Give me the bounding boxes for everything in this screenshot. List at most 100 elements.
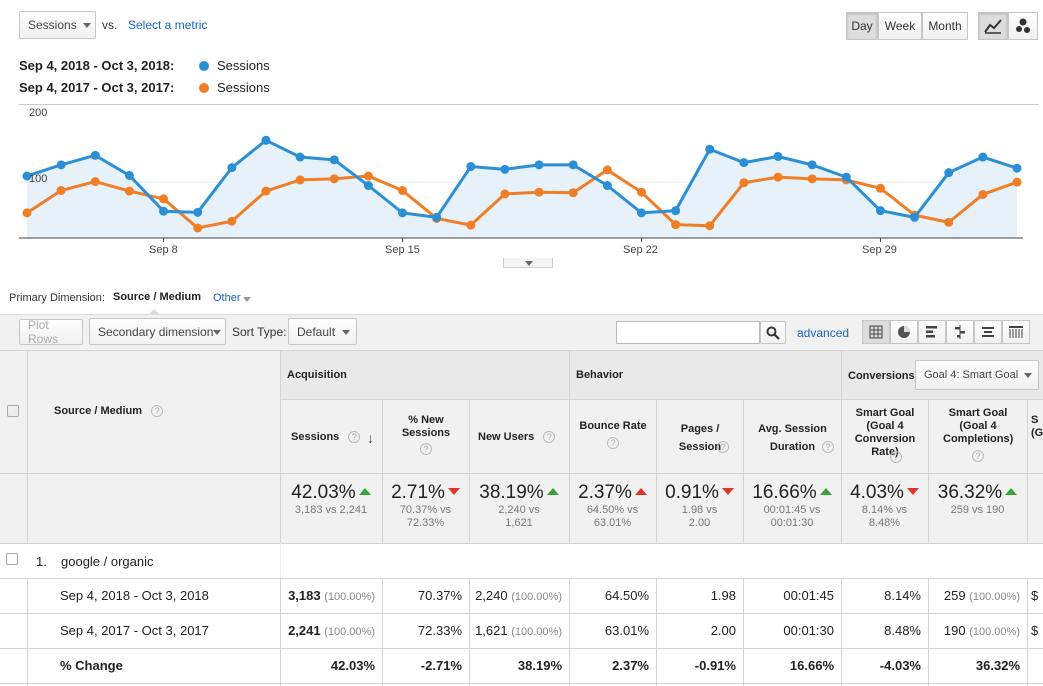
series-previous-point[interactable] xyxy=(398,186,408,196)
granularity-month-button[interactable]: Month xyxy=(922,12,968,40)
series-previous-point[interactable] xyxy=(636,187,646,197)
series-previous-point[interactable] xyxy=(534,187,544,197)
series-current-point[interactable] xyxy=(636,208,646,218)
term-cloud-view-button[interactable] xyxy=(974,320,1002,344)
plot-rows-button[interactable]: Plot Rows xyxy=(19,318,83,346)
series-current-point[interactable] xyxy=(261,135,271,145)
col-partial[interactable]: S (G xyxy=(1031,414,1043,440)
granularity-week-button[interactable]: Week xyxy=(878,12,922,40)
series-current-point[interactable] xyxy=(671,206,681,216)
series-current-point[interactable] xyxy=(705,144,715,154)
series-current-point[interactable] xyxy=(807,160,817,170)
series-previous-point[interactable] xyxy=(500,189,510,199)
series-current-point[interactable] xyxy=(22,171,32,181)
series-current-point[interactable] xyxy=(1012,163,1022,173)
col-conversion-rate[interactable]: Smart Goal (Goal 4 Conversion Rate) xyxy=(842,407,928,459)
col-new-sessions[interactable]: % New Sessions ? xyxy=(383,414,469,456)
series-previous-point[interactable] xyxy=(568,188,578,198)
series-current-point[interactable] xyxy=(295,152,305,162)
series-previous-point[interactable] xyxy=(261,186,271,196)
sort-desc-icon: ↓ xyxy=(367,431,374,443)
help-icon: ? xyxy=(348,431,361,443)
primary-dimension-other[interactable]: Other xyxy=(213,292,241,304)
col-completions[interactable]: Smart Goal (Goal 4 Completions) ? xyxy=(929,407,1027,463)
cell-completions: 190 (100.00%) xyxy=(943,623,1020,638)
series-previous-point[interactable] xyxy=(90,177,100,187)
pivot-view-button[interactable] xyxy=(1002,320,1030,344)
series-current-point[interactable] xyxy=(978,152,988,162)
series-previous-point[interactable] xyxy=(124,186,134,196)
series-current-point[interactable] xyxy=(534,160,544,170)
series-previous-point[interactable] xyxy=(978,189,988,199)
series-previous-point[interactable] xyxy=(705,221,715,231)
series-current-point[interactable] xyxy=(432,212,442,222)
series-current-point[interactable] xyxy=(875,206,885,216)
advanced-link[interactable]: advanced xyxy=(797,326,850,340)
series-previous-point[interactable] xyxy=(22,208,32,218)
series-previous-point[interactable] xyxy=(671,220,681,230)
series-previous-point[interactable] xyxy=(875,183,885,193)
series-current-point[interactable] xyxy=(363,181,373,191)
series-current-point[interactable] xyxy=(329,155,339,165)
series-previous-point[interactable] xyxy=(602,165,612,175)
series-previous-point[interactable] xyxy=(466,220,476,230)
sort-type-select[interactable]: Default xyxy=(288,318,357,345)
metric-select[interactable]: Sessions xyxy=(19,11,96,39)
series-previous-point[interactable] xyxy=(363,171,373,181)
motion-chart-button[interactable] xyxy=(1008,12,1038,40)
series-current-point[interactable] xyxy=(193,207,203,217)
grid-line xyxy=(469,578,470,686)
table-view-button[interactable] xyxy=(862,320,890,344)
series-previous-point[interactable] xyxy=(1012,177,1022,187)
series-previous-point[interactable] xyxy=(159,194,169,204)
summary-compare: 70.37% vs 72.33% xyxy=(399,504,452,529)
series-current-point[interactable] xyxy=(227,163,237,173)
series-previous-point[interactable] xyxy=(739,178,749,188)
series-current-point[interactable] xyxy=(500,164,510,174)
series-current-point[interactable] xyxy=(466,162,476,172)
series-previous-point[interactable] xyxy=(227,216,237,226)
select-all-checkbox[interactable] xyxy=(7,405,19,417)
col-new-users[interactable]: New Users ? xyxy=(478,431,556,443)
line-chart-icon xyxy=(984,19,1002,34)
col-bounce-rate[interactable]: Bounce Rate ? xyxy=(570,420,656,450)
series-current-point[interactable] xyxy=(602,181,612,191)
col-pages-session[interactable]: Pages / Session ? xyxy=(657,420,743,456)
series-current-point[interactable] xyxy=(124,170,134,180)
series-current-point[interactable] xyxy=(910,212,920,222)
series-previous-point[interactable] xyxy=(56,186,66,196)
series-previous-point[interactable] xyxy=(944,217,954,227)
search-button[interactable] xyxy=(760,321,786,344)
series-current-point[interactable] xyxy=(944,168,954,178)
line-chart-button[interactable] xyxy=(978,12,1008,40)
series-current-point[interactable] xyxy=(56,160,66,170)
dimension-header[interactable]: Source / Medium ? xyxy=(54,405,164,417)
series-current-point[interactable] xyxy=(159,206,169,216)
grid-line xyxy=(1027,578,1028,686)
series-current-point[interactable] xyxy=(398,208,408,218)
secondary-dimension-select[interactable]: Secondary dimension xyxy=(89,318,226,345)
col-avg-duration[interactable]: Avg. Session Duration ? xyxy=(744,420,841,456)
goal-select[interactable]: Goal 4: Smart Goal xyxy=(915,360,1039,390)
col-sessions[interactable]: Sessions ? ↓ xyxy=(291,431,381,443)
series-current-point[interactable] xyxy=(841,172,851,182)
row-checkbox[interactable] xyxy=(6,553,18,565)
series-previous-point[interactable] xyxy=(807,174,817,184)
series-previous-point[interactable] xyxy=(295,175,305,185)
chart-collapse-handle[interactable] xyxy=(503,258,553,268)
series-current-point[interactable] xyxy=(568,160,578,170)
row-name[interactable]: google / organic xyxy=(61,554,154,569)
series-previous-point[interactable] xyxy=(773,172,783,182)
pie-view-button[interactable] xyxy=(890,320,918,344)
series-current-point[interactable] xyxy=(773,151,783,161)
table-search-input[interactable] xyxy=(616,321,760,344)
comparison-view-button[interactable] xyxy=(946,320,974,344)
series-previous-point[interactable] xyxy=(329,174,339,184)
summary-pct-value: 16.66% xyxy=(752,482,817,503)
series-current-point[interactable] xyxy=(90,150,100,160)
series-previous-point[interactable] xyxy=(193,223,203,233)
select-metric-link[interactable]: Select a metric xyxy=(128,18,208,32)
performance-view-button[interactable] xyxy=(918,320,946,344)
series-current-point[interactable] xyxy=(739,158,749,168)
granularity-day-button[interactable]: Day xyxy=(846,12,878,40)
